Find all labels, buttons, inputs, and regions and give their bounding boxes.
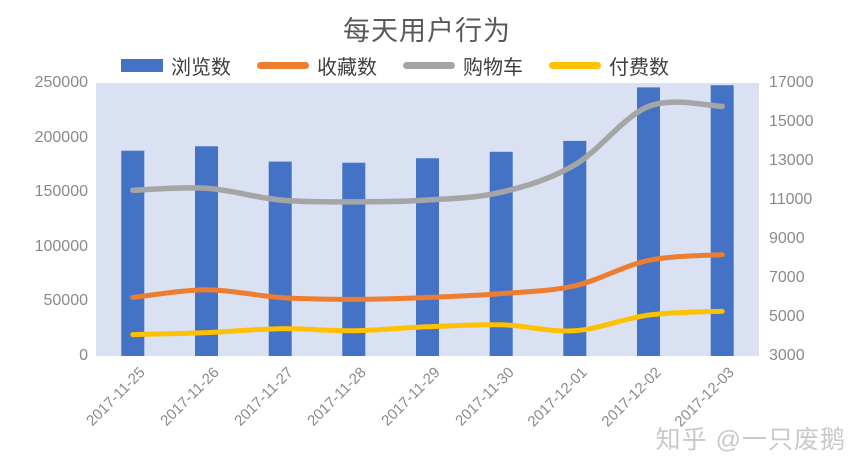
right-axis-tick-13000: 13000: [769, 152, 814, 169]
legend-item-cart: 购物车: [403, 51, 523, 80]
line-fav: [130, 252, 725, 302]
right-axis-tick-11000: 11000: [769, 191, 813, 208]
line-cart: [130, 99, 725, 205]
legend-item-buy: 付费数: [549, 51, 669, 80]
left-axis-tick-100000: 100000: [34, 238, 88, 255]
chart-title: 每天用户行为: [343, 16, 511, 46]
bar-pv-2017-11-25: [121, 150, 145, 356]
plot-series-layer: [121, 85, 734, 357]
watermark: 知乎 @一只废鹅: [655, 426, 846, 454]
right-axis-tick-17000: 17000: [769, 74, 814, 91]
x-axis-tick-2017-11-27: 2017-11-27: [230, 364, 297, 430]
legend-swatch-buy: [549, 62, 601, 69]
legend-label-cart: 购物车: [463, 57, 523, 79]
left-axis-tick-200000: 200000: [34, 129, 88, 146]
x-axis-tick-2017-12-02: 2017-12-02: [598, 364, 665, 431]
bar-pv-2017-12-02: [637, 87, 660, 357]
legend-label-fav: 收藏数: [317, 57, 377, 79]
legend-swatch-fav: [257, 62, 309, 69]
right-axis-tick-9000: 9000: [769, 230, 805, 247]
x-axis-tick-2017-11-26: 2017-11-26: [157, 364, 223, 430]
line-buy: [130, 308, 725, 338]
x-axis-tick-2017-11-29: 2017-11-29: [378, 364, 444, 430]
x-axis-tick-2017-11-25: 2017-11-25: [83, 364, 149, 430]
legend-label-buy: 付费数: [609, 57, 669, 79]
bar-pv-2017-11-28: [342, 162, 366, 356]
bar-pv-2017-12-03: [710, 85, 734, 356]
left-axis-tick-0: 0: [79, 347, 88, 364]
legend-swatch-cart: [403, 62, 455, 69]
bar-pv-2017-11-30: [489, 151, 513, 356]
legend-swatch-pv: [121, 59, 163, 72]
bar-pv-2017-12-01: [563, 140, 587, 356]
x-axis-tick-2017-11-28: 2017-11-28: [304, 364, 370, 430]
left-axis-tick-150000: 150000: [34, 183, 88, 200]
legend-item-pv: 浏览数: [121, 51, 231, 80]
right-axis-tick-7000: 7000: [769, 269, 805, 286]
legend-item-fav: 收藏数: [257, 51, 377, 80]
right-axis-tick-5000: 5000: [769, 308, 805, 325]
right-axis-tick-3000: 3000: [769, 347, 805, 364]
legend: 浏览数 收藏数 购物车 付费数: [0, 51, 790, 80]
bar-pv-2017-11-29: [416, 158, 439, 356]
left-axis-tick-50000: 50000: [43, 292, 89, 309]
x-axis-tick-2017-11-30: 2017-11-30: [451, 364, 518, 430]
bar-pv-2017-11-26: [195, 146, 218, 356]
bar-pv-2017-11-27: [268, 161, 292, 356]
legend-label-pv: 浏览数: [171, 57, 231, 79]
left-axis-tick-250000: 250000: [34, 74, 88, 91]
right-axis-tick-15000: 15000: [769, 113, 814, 130]
x-axis-tick-2017-12-01: 2017-12-01: [524, 364, 591, 431]
